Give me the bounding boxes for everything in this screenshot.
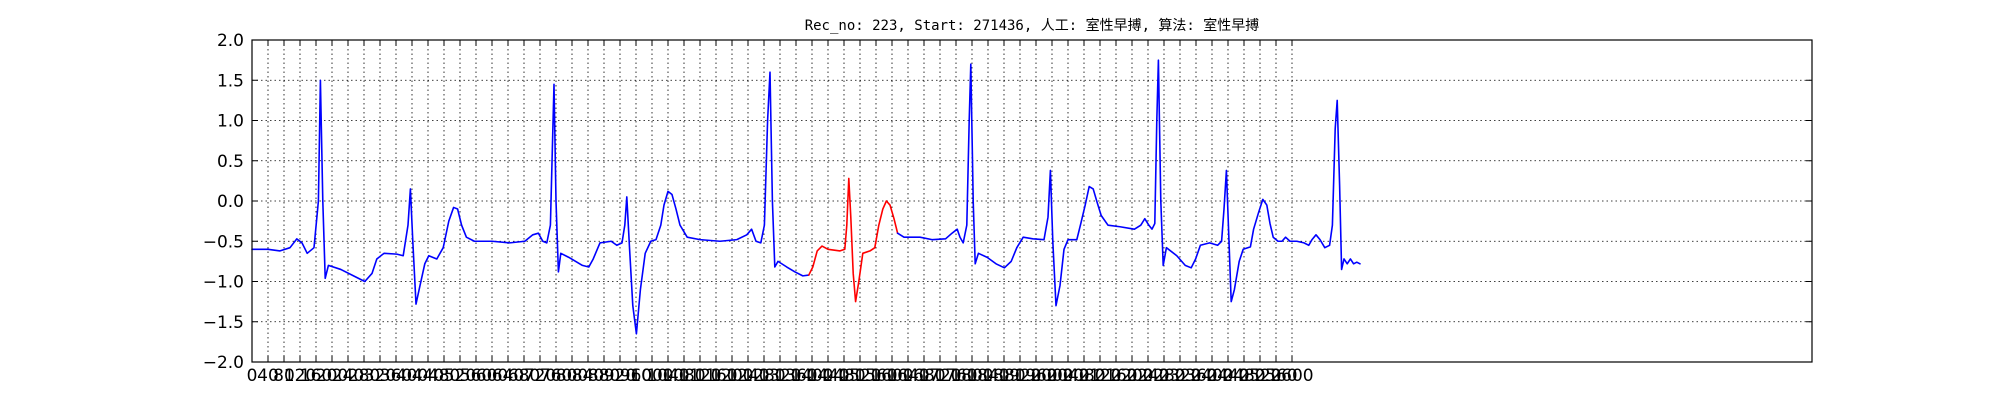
- ecg-segment-blue: [896, 59, 1361, 307]
- x-tick-label: 800: [556, 366, 588, 386]
- x-tick-label: 2360: [1174, 366, 1217, 386]
- x-tick-label: 1680: [902, 366, 945, 386]
- x-tick-label: 360: [380, 366, 412, 386]
- x-tick-label: 1640: [886, 366, 929, 386]
- x-tick-label: 2520: [1238, 366, 1281, 386]
- x-tick-label: 1160: [694, 366, 737, 386]
- x-tick-label: 2280: [1142, 366, 1185, 386]
- x-tick-label: 1040: [646, 366, 689, 386]
- x-tick-label: 1000: [630, 366, 673, 386]
- x-tick-label: 2600: [1270, 366, 1313, 386]
- x-tick-label: 1440: [806, 366, 849, 386]
- x-tick-label: 1880: [982, 366, 1025, 386]
- x-tick-label: 1600: [870, 366, 913, 386]
- x-tick-label: 1400: [790, 366, 833, 386]
- x-tick-label: 1320: [758, 366, 801, 386]
- x-tick-label: 1920: [998, 366, 1041, 386]
- x-tick-label: 1240: [726, 366, 769, 386]
- ecg-segment-red: [807, 177, 899, 303]
- x-tick-label: 2480: [1222, 366, 1265, 386]
- y-tick-label: −1.0: [203, 273, 244, 293]
- x-tick-label: 280: [348, 366, 380, 386]
- x-tick-label: 1480: [822, 366, 865, 386]
- y-tick-label: 1.0: [217, 112, 244, 132]
- x-tick-label: 2080: [1062, 366, 1105, 386]
- x-tick-label: 2400: [1190, 366, 1233, 386]
- x-tick-label: 720: [524, 366, 556, 386]
- x-tick-label: 1200: [710, 366, 753, 386]
- x-tick-label: 1080: [662, 366, 705, 386]
- x-tick-label: 80: [273, 366, 295, 386]
- x-tick-label: 320: [364, 366, 396, 386]
- x-tick-label: 1120: [678, 366, 721, 386]
- y-tick-label: 0.5: [217, 152, 244, 172]
- x-tick-label: 2560: [1254, 366, 1297, 386]
- x-tick-label: 0: [247, 366, 258, 386]
- x-tick-label: 40: [257, 366, 279, 386]
- series-lines: [251, 59, 1361, 335]
- x-tick-label: 2240: [1126, 366, 1169, 386]
- x-tick-label: 1520: [838, 366, 881, 386]
- x-tick-label: 1720: [918, 366, 961, 386]
- x-tick-label: 2160: [1094, 366, 1137, 386]
- x-tick-label: 1360: [774, 366, 817, 386]
- chart-title: Rec_no: 223, Start: 271436, 人工: 室性早搏, 算法…: [805, 17, 1260, 34]
- x-tick-label: 600: [476, 366, 508, 386]
- x-tick-label: 2040: [1046, 366, 1089, 386]
- x-tick-label: 1800: [950, 366, 993, 386]
- x-tick-label: 400: [396, 366, 428, 386]
- x-tick-label: 840: [572, 366, 604, 386]
- x-tick-label: 160: [300, 366, 332, 386]
- grid-lines: [252, 40, 1812, 362]
- x-tick-label: 880: [588, 366, 620, 386]
- x-tick-label: 1960: [1014, 366, 1057, 386]
- y-tick-label: 1.5: [217, 71, 244, 91]
- y-tick-label: −2.0: [203, 353, 244, 373]
- x-tick-label: 1840: [966, 366, 1009, 386]
- x-tick-label: 2000: [1030, 366, 1073, 386]
- x-tick-label: 920: [604, 366, 636, 386]
- y-tick-label: −0.5: [203, 232, 244, 252]
- x-tick-label: 520: [444, 366, 476, 386]
- y-tick-label: −1.5: [203, 313, 244, 333]
- x-tick-label: 1560: [854, 366, 897, 386]
- x-tick-label: 480: [428, 366, 460, 386]
- x-tick-label: 120: [284, 366, 316, 386]
- x-tick-label: 680: [508, 366, 540, 386]
- x-tick-label: 760: [540, 366, 572, 386]
- ecg-segment-blue: [251, 71, 810, 335]
- y-tick-label: 2.0: [217, 31, 244, 51]
- x-tick-label: 960: [620, 366, 652, 386]
- x-tick-label: 2440: [1206, 366, 1249, 386]
- x-tick-label: 240: [332, 366, 364, 386]
- x-tick-label: 440: [412, 366, 444, 386]
- x-tick-label: 1760: [934, 366, 977, 386]
- x-tick-label: 2320: [1158, 366, 1201, 386]
- x-tick-label: 560: [460, 366, 492, 386]
- axis-ticks: 0 408012016020024028032036040044048052056…: [203, 31, 1812, 386]
- x-tick-label: 1280: [742, 366, 785, 386]
- x-tick-label: 200: [316, 366, 348, 386]
- x-tick-label: 2120: [1078, 366, 1121, 386]
- x-tick-label: 2200: [1110, 366, 1153, 386]
- x-tick-label: 640: [492, 366, 524, 386]
- y-tick-label: 0.0: [217, 192, 244, 212]
